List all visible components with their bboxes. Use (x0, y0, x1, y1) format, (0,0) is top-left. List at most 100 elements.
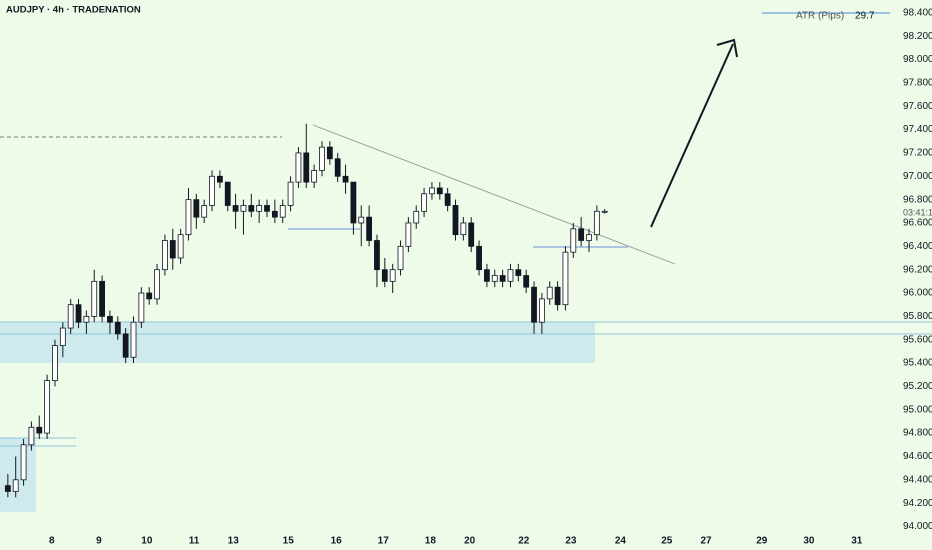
candles (4, 123, 608, 498)
x-tick-label: 25 (661, 536, 673, 547)
candle-body (389, 269, 396, 282)
candle-body (484, 269, 490, 282)
candle-body (279, 205, 286, 218)
y-tick-label: 96.200 (903, 264, 932, 275)
candle-body (209, 175, 215, 206)
candle-body (216, 175, 223, 183)
x-tick-label: 10 (141, 536, 153, 547)
candle-body (146, 292, 153, 300)
candle-body (75, 304, 82, 323)
candle-body (12, 479, 19, 492)
candle-body (319, 146, 325, 171)
y-tick-label: 97.200 (903, 148, 932, 159)
candle-body (562, 251, 569, 306)
x-tick-label: 30 (803, 536, 815, 547)
candle-body (59, 327, 66, 346)
y-tick-label: 95.600 (903, 334, 932, 345)
candle-body (264, 205, 270, 212)
candle-body (570, 228, 577, 253)
y-tick-label: 97.600 (903, 101, 932, 112)
candle-body (99, 280, 105, 317)
candle-body (358, 216, 365, 224)
candle-body (586, 234, 592, 241)
x-tick-label: 9 (96, 536, 102, 547)
candle-body (381, 269, 388, 282)
candle-body (271, 210, 278, 218)
candle-body (130, 321, 137, 358)
x-tick-label: 18 (425, 536, 437, 547)
candle-body (334, 158, 341, 177)
candle-body (444, 193, 451, 206)
candle-body (122, 333, 129, 358)
x-tick-label: 20 (464, 536, 476, 547)
y-tick-label: 96.600 (903, 218, 932, 229)
y-tick-label: 95.000 (903, 404, 932, 415)
candle-body (491, 275, 498, 282)
y-tick-label: 95.200 (903, 381, 932, 392)
candle-body (4, 485, 11, 492)
x-tick-label: 17 (378, 536, 390, 547)
y-tick-label: 94.600 (903, 451, 932, 462)
candle-body (36, 426, 43, 434)
candle-body (342, 175, 349, 183)
candle-body (162, 240, 168, 271)
candle-body (303, 152, 310, 183)
x-tick-label: 15 (283, 536, 295, 547)
candle-body (499, 275, 506, 282)
y-tick-label: 97.000 (903, 171, 932, 182)
y-tick-label: 97.400 (903, 124, 932, 135)
candle-body (185, 199, 192, 236)
x-tick-label: 23 (565, 536, 577, 547)
y-tick-label: 98.400 (903, 7, 932, 18)
x-tick-label: 27 (700, 536, 712, 547)
y-tick-label: 96.400 (903, 241, 932, 252)
y-tick-label: 94.400 (903, 474, 932, 485)
candle-body (405, 222, 412, 247)
candle-body (248, 205, 255, 212)
candle-body (374, 240, 380, 271)
candle-body (295, 152, 302, 183)
x-tick-label: 29 (756, 536, 768, 547)
y-tick-label: 94.200 (903, 498, 932, 509)
candle-body (476, 245, 482, 271)
candle-body (366, 216, 373, 241)
y-tick-label: 94.800 (903, 428, 932, 439)
y-tick-label: 97.800 (903, 78, 932, 89)
candle-body (232, 205, 239, 212)
candle-body (138, 292, 145, 323)
countdown: 03:41:10 (903, 207, 932, 217)
y-tick-label: 94.000 (903, 521, 932, 532)
trendline (312, 124, 676, 265)
y-tick-label: 98.200 (903, 31, 932, 42)
candle-body (507, 269, 514, 282)
x-tick-label: 13 (228, 536, 240, 547)
arrow-head (716, 38, 738, 58)
candle-body (460, 222, 467, 236)
candle-body (554, 286, 561, 306)
candle-body (397, 245, 404, 271)
candle-body (421, 193, 427, 212)
candle-body (601, 210, 608, 213)
candle-body (468, 222, 475, 247)
candle-body (429, 187, 435, 195)
candle-body (256, 205, 263, 212)
atr-label: ATR (Pips) (796, 11, 844, 22)
candle-body (67, 304, 74, 329)
candle-body (154, 269, 160, 300)
candle-body (169, 240, 176, 259)
x-tick-label: 8 (49, 536, 55, 547)
x-tick-label: 22 (518, 536, 530, 547)
x-tick-label: 31 (851, 536, 863, 547)
y-tick-label: 96.000 (903, 288, 932, 299)
candle-body (240, 205, 247, 212)
demand-zone (0, 322, 595, 363)
candle-body (287, 181, 294, 206)
candle-body (311, 170, 318, 183)
y-tick-label: 95.800 (903, 311, 932, 322)
x-tick-label: 24 (615, 536, 627, 547)
x-tick-label: 16 (331, 536, 343, 547)
candle-body (201, 205, 208, 218)
